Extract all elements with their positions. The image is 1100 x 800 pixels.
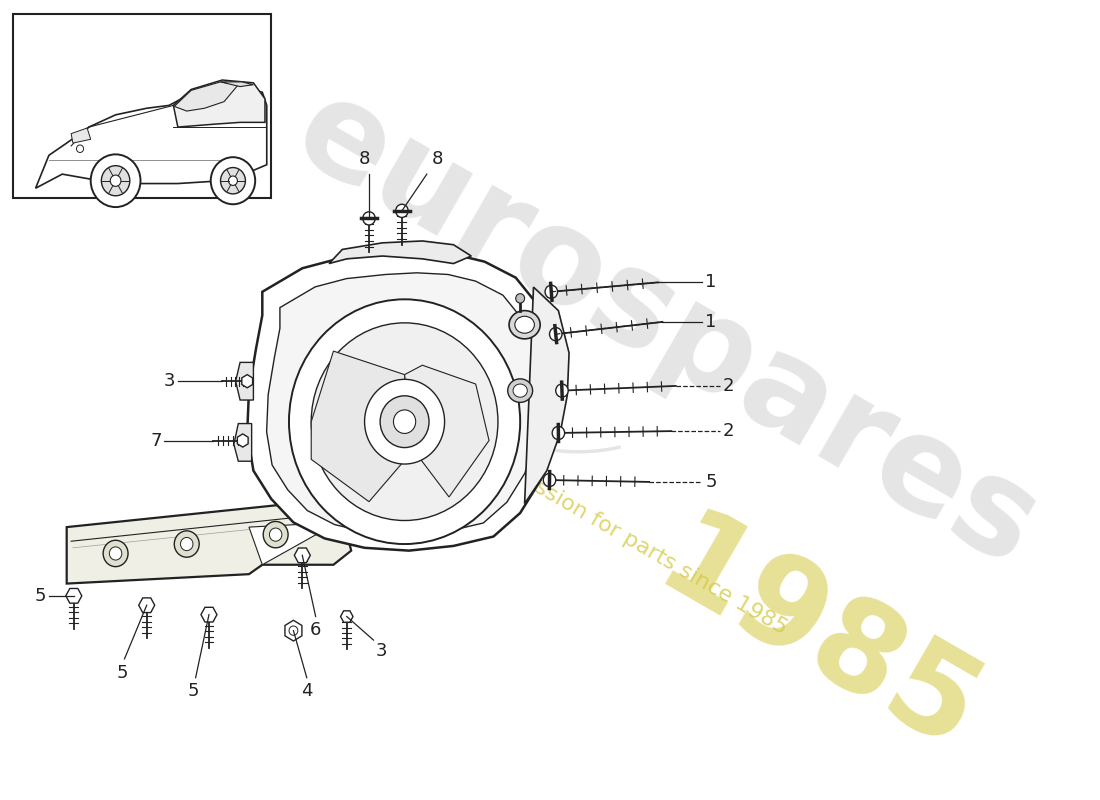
Polygon shape <box>248 252 559 550</box>
Text: 1: 1 <box>705 274 716 291</box>
Text: 3: 3 <box>164 372 175 390</box>
Text: 5: 5 <box>117 663 128 682</box>
Polygon shape <box>67 499 351 583</box>
Circle shape <box>110 175 121 186</box>
Ellipse shape <box>289 299 520 544</box>
Polygon shape <box>341 611 353 622</box>
Text: 1: 1 <box>705 313 716 331</box>
Polygon shape <box>235 362 253 400</box>
Polygon shape <box>242 374 253 388</box>
Ellipse shape <box>508 379 532 402</box>
Polygon shape <box>35 86 267 188</box>
Ellipse shape <box>364 379 444 464</box>
Text: 3: 3 <box>375 642 387 660</box>
Text: 5: 5 <box>187 682 199 701</box>
Circle shape <box>270 528 282 542</box>
Text: 7: 7 <box>151 431 162 450</box>
Polygon shape <box>525 287 569 503</box>
Circle shape <box>229 176 238 186</box>
Ellipse shape <box>394 410 416 434</box>
Polygon shape <box>405 366 490 497</box>
Polygon shape <box>66 589 81 603</box>
Circle shape <box>101 166 130 196</box>
Circle shape <box>556 384 569 398</box>
Polygon shape <box>72 128 90 143</box>
Circle shape <box>211 157 255 204</box>
Circle shape <box>396 204 408 218</box>
Circle shape <box>90 154 141 207</box>
Text: 5: 5 <box>35 587 46 605</box>
Bar <box>13 14 272 198</box>
Polygon shape <box>285 620 301 641</box>
Polygon shape <box>295 548 310 562</box>
Circle shape <box>289 626 298 635</box>
Polygon shape <box>311 351 414 502</box>
Polygon shape <box>249 522 338 565</box>
Polygon shape <box>220 82 253 86</box>
Circle shape <box>174 531 199 558</box>
Circle shape <box>552 426 564 439</box>
Circle shape <box>546 286 558 298</box>
Text: 1985: 1985 <box>637 501 999 779</box>
Ellipse shape <box>515 316 535 334</box>
Circle shape <box>109 547 122 560</box>
Circle shape <box>543 474 556 486</box>
Text: 6: 6 <box>310 622 321 639</box>
Text: eurospares: eurospares <box>274 66 1060 593</box>
Circle shape <box>516 294 525 303</box>
Polygon shape <box>174 82 239 111</box>
Ellipse shape <box>381 396 429 447</box>
Ellipse shape <box>311 323 498 521</box>
Text: 5: 5 <box>705 473 716 491</box>
Text: 2: 2 <box>723 377 735 395</box>
Polygon shape <box>329 241 471 263</box>
Circle shape <box>550 327 562 341</box>
Polygon shape <box>238 434 249 447</box>
Circle shape <box>180 538 192 550</box>
Text: 2: 2 <box>723 422 735 440</box>
Circle shape <box>103 540 128 566</box>
Polygon shape <box>174 80 265 127</box>
Polygon shape <box>139 598 155 613</box>
Circle shape <box>77 145 84 153</box>
Text: 4: 4 <box>301 682 312 701</box>
Polygon shape <box>266 273 540 535</box>
Circle shape <box>363 212 375 225</box>
Polygon shape <box>234 423 252 462</box>
Ellipse shape <box>513 384 527 398</box>
Text: 8: 8 <box>359 150 371 167</box>
Circle shape <box>263 522 288 548</box>
Text: a passion for parts since 1985: a passion for parts since 1985 <box>490 453 791 639</box>
Ellipse shape <box>509 310 540 339</box>
Polygon shape <box>201 607 217 622</box>
Circle shape <box>220 167 245 194</box>
Text: 8: 8 <box>431 150 442 167</box>
